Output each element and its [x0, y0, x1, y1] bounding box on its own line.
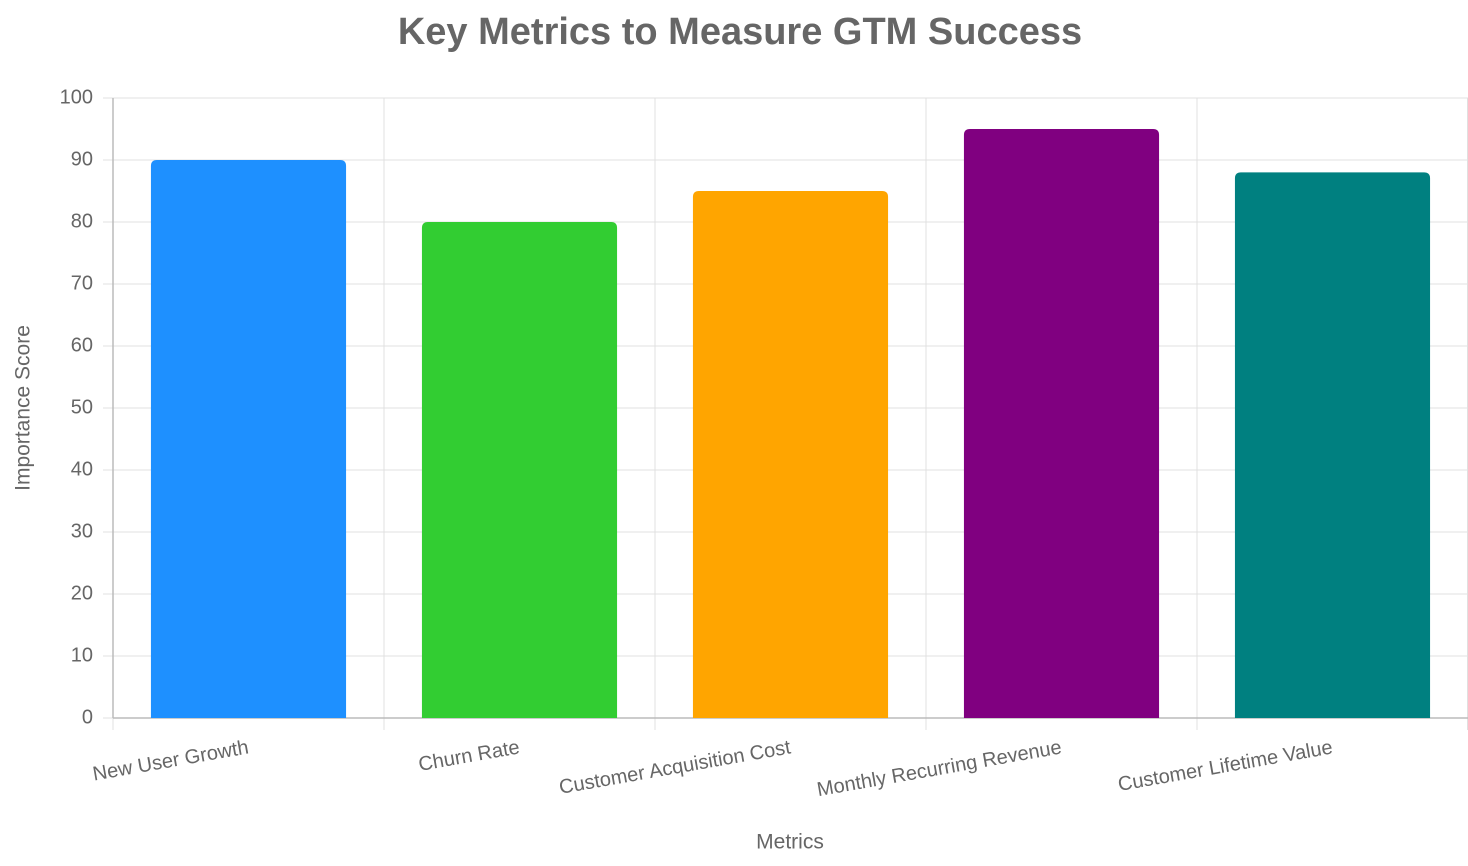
y-tick-label: 90 [71, 148, 93, 170]
y-tick-label: 10 [71, 644, 93, 666]
y-tick-label: 100 [60, 86, 93, 108]
x-tick-label: Customer Lifetime Value [1116, 736, 1334, 795]
x-tick-label: New User Growth [91, 736, 250, 785]
y-tick-label: 30 [71, 520, 93, 542]
y-tick-label: 40 [71, 458, 93, 480]
x-tick-label: Customer Acquisition Cost [557, 736, 792, 798]
y-axis-title: Importance Score [12, 325, 35, 491]
chart-title: Key Metrics to Measure GTM Success [398, 11, 1082, 53]
x-tick-label: Monthly Recurring Revenue [815, 736, 1063, 801]
bar [150, 160, 347, 718]
y-tick-label: 80 [71, 210, 93, 232]
bar [421, 222, 618, 718]
y-tick-label: 0 [82, 706, 93, 728]
x-tick-label: Churn Rate [417, 736, 522, 775]
y-tick-label: 50 [71, 396, 93, 418]
bar [1234, 172, 1431, 718]
y-tick-label: 20 [71, 582, 93, 604]
x-axis-title: Metrics [756, 831, 824, 854]
bar [692, 191, 889, 718]
y-tick-label: 60 [71, 334, 93, 356]
bar [963, 129, 1160, 718]
y-tick-label: 70 [71, 272, 93, 294]
